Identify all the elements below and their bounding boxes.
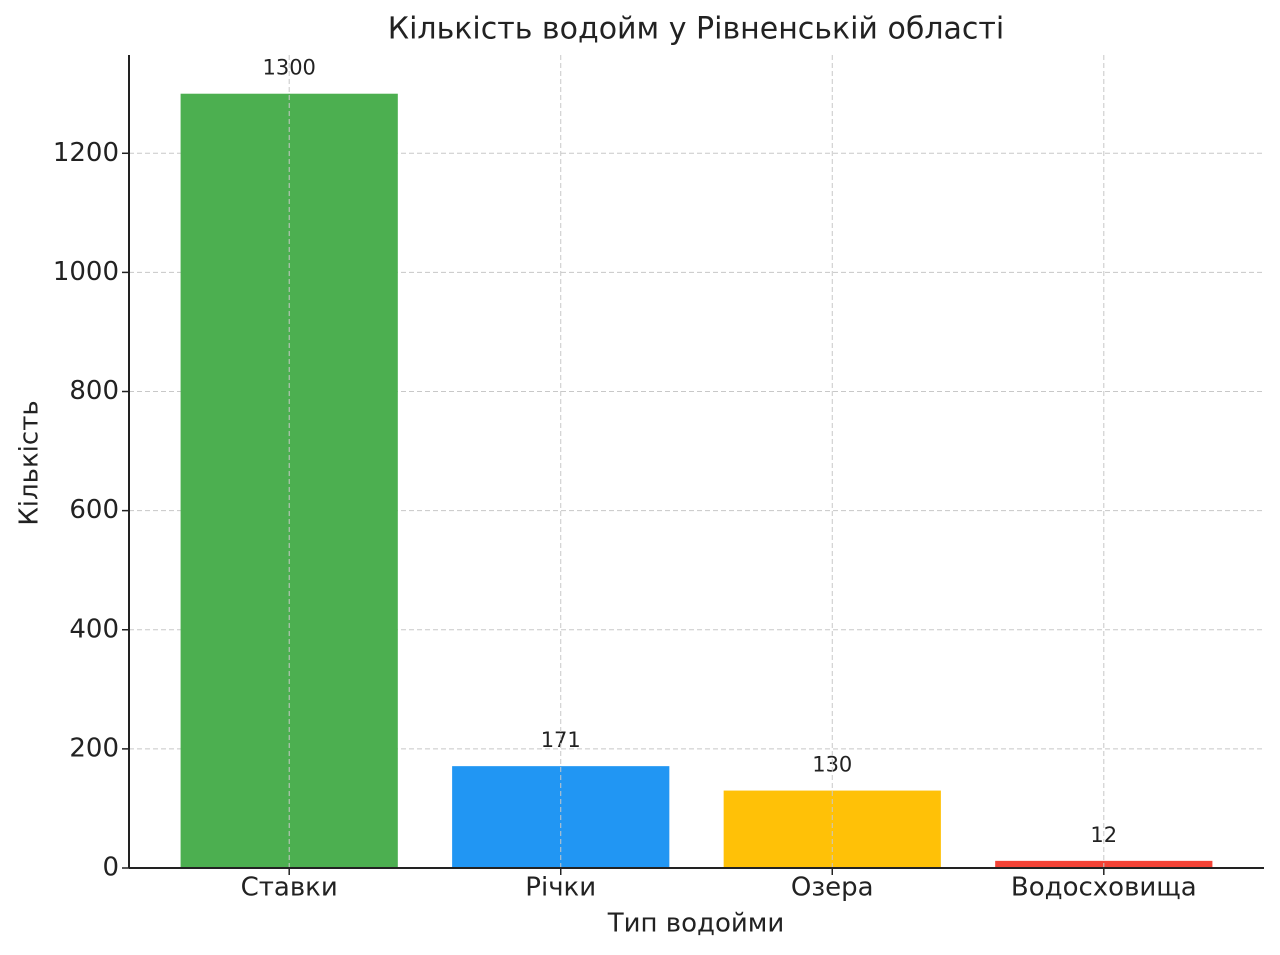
y-tick-label: 1200: [53, 138, 119, 168]
x-tick-label: Водосховища: [1011, 873, 1197, 903]
y-axis-label: Кількість: [15, 400, 45, 525]
y-tick-label: 400: [69, 614, 119, 644]
y-tick-label: 0: [102, 853, 119, 883]
x-tick-label: Озера: [791, 873, 874, 903]
x-tick-label: Річки: [525, 873, 596, 903]
value-label: 130: [812, 753, 852, 777]
x-axis-label: Тип водойми: [607, 909, 785, 939]
value-label: 171: [541, 728, 581, 752]
x-tick-label: Ставки: [241, 873, 338, 903]
y-tick-label: 200: [69, 733, 119, 763]
chart-title: Кількість водойм у Рівненській області: [388, 12, 1004, 47]
y-tick-label: 800: [69, 376, 119, 406]
y-tick-label: 600: [69, 495, 119, 525]
y-tick-label: 1000: [53, 257, 119, 287]
